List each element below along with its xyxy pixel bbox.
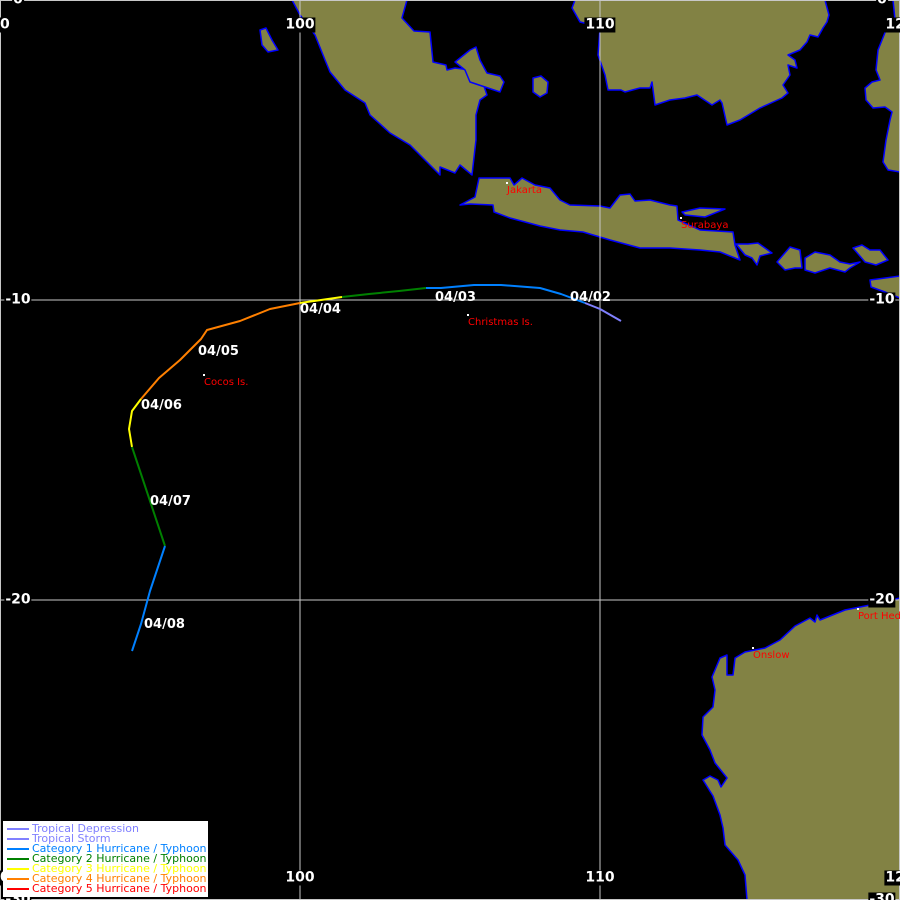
legend-label: Category 5 Hurricane / Typhoon (32, 882, 207, 895)
latitude-label-left: -10 (4, 291, 32, 308)
longitude-label-top: 100 (284, 16, 316, 33)
land-bangka (454, 46, 505, 93)
legend-swatch (7, 878, 29, 880)
date-label: 04/08 (144, 617, 185, 632)
legend-swatch (7, 848, 29, 850)
latitude-label-right: 0 (876, 0, 888, 8)
legend-swatch (7, 868, 29, 870)
legend-swatch (7, 888, 29, 890)
track-segment-c3 (128, 398, 142, 448)
land-sumbawa (804, 251, 861, 274)
land-sulawesi (864, 0, 900, 173)
city-label: Surabaya (681, 219, 729, 231)
latitude-label-left: 0 (12, 0, 24, 8)
longitude-label-bottom: 110 (584, 869, 616, 886)
track-segment-c1 (131, 545, 166, 652)
city-dot (506, 182, 508, 184)
latitude-label-right: -30 (868, 892, 896, 900)
city-label: Cocos Is. (204, 377, 249, 388)
longitude-label-top: 120 (884, 17, 900, 33)
legend: Tropical Depression Tropical Storm Categor… (3, 821, 208, 897)
storm-track (128, 284, 622, 652)
land-australia (701, 597, 900, 900)
city-label: Jakarta (507, 185, 542, 196)
date-label: 04/06 (141, 398, 182, 413)
legend-label: Category 4 Hurricane / Typhoon (32, 872, 207, 885)
legend-item-ts: Tropical Storm (7, 832, 111, 845)
legend-label: Tropical Storm (32, 832, 111, 845)
city-label: Christmas Is. (468, 317, 533, 328)
date-label: 04/07 (150, 494, 191, 509)
latitude-label-left: -20 (4, 591, 32, 608)
longitude-label-bottom: 100 (284, 869, 316, 886)
legend-label: Category 2 Hurricane / Typhoon (32, 852, 207, 865)
city-dot (203, 374, 205, 376)
legend-swatch (7, 858, 29, 860)
date-label: 04/04 (300, 302, 341, 317)
city-dot (752, 647, 754, 649)
city-dot (467, 314, 469, 316)
land-bali (735, 242, 773, 266)
land-borneo (571, 0, 830, 126)
track-segment-c2 (131, 446, 166, 547)
legend-item-c3: Category 3 Hurricane / Typhoon (7, 862, 207, 875)
legend-item-td: Tropical Depression (7, 822, 139, 835)
legend-label: Category 3 Hurricane / Typhoon (32, 862, 207, 875)
track-segment-c3 (299, 296, 343, 304)
land-lombok (776, 246, 803, 271)
city-dot (680, 216, 682, 219)
track-segment-c4 (140, 302, 301, 400)
latitude-label-right: -10 (868, 291, 896, 308)
city-dot (857, 608, 859, 610)
city-label: Onslow (753, 650, 790, 661)
legend-item-c1: Category 1 Hurricane / Typhoon (7, 842, 207, 855)
track-segment-ts (584, 302, 622, 322)
land-flores (852, 244, 889, 266)
legend-swatch (7, 828, 29, 830)
legend-item-c2: Category 2 Hurricane / Typhoon (7, 852, 207, 865)
legend-swatch (7, 838, 29, 840)
land-belitung (532, 75, 549, 98)
latitude-label-right: -20 (868, 591, 896, 608)
legend-label: Category 1 Hurricane / Typhoon (32, 842, 207, 855)
land-madura (681, 207, 726, 218)
date-label: 04/05 (198, 344, 239, 359)
track-segment-c1 (426, 284, 586, 304)
city-label: Port Hedland (858, 611, 900, 622)
date-label: 04/02 (570, 290, 611, 305)
legend-label: Tropical Depression (32, 822, 139, 835)
legend-item-c5: Category 5 Hurricane / Typhoon (7, 882, 207, 895)
land-small-island (259, 27, 279, 53)
track-segment-c2 (341, 287, 427, 298)
date-label: 04/03 (435, 290, 476, 305)
longitude-label-bottom: 120 (884, 870, 900, 886)
land-sumatra (291, 0, 488, 176)
legend-item-c4: Category 4 Hurricane / Typhoon (7, 872, 207, 885)
landmasses (259, 0, 900, 900)
longitude-label-top: 110 (584, 16, 616, 33)
longitude-label-top: 90 (0, 17, 11, 33)
